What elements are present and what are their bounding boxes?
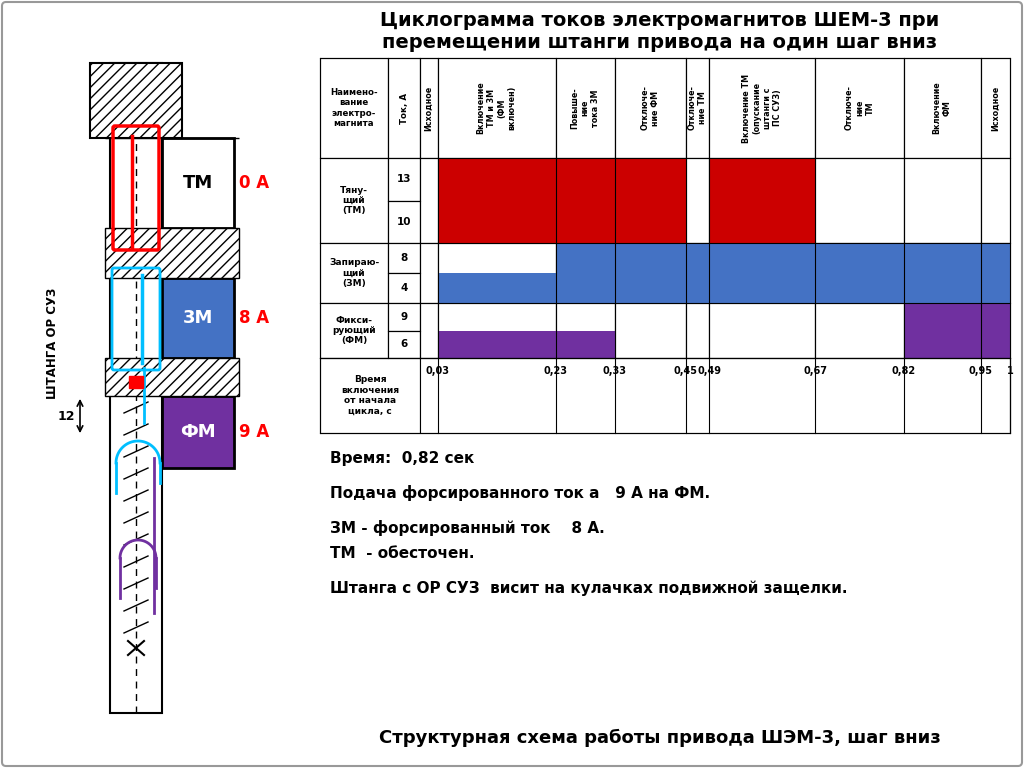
Bar [904, 243, 981, 303]
Text: 9: 9 [400, 312, 408, 322]
Text: 0,23: 0,23 [544, 366, 567, 376]
Bar [614, 158, 685, 243]
Text: 8: 8 [400, 253, 408, 263]
Bar [437, 58, 556, 158]
Text: 13: 13 [396, 174, 412, 184]
Bar [685, 303, 709, 358]
Text: Повыше-
ние
тока 3М: Повыше- ние тока 3М [570, 88, 600, 129]
Bar [904, 158, 981, 243]
Text: Исходное: Исходное [424, 85, 433, 131]
Text: Отключе-
ние ТМ: Отключе- ние ТМ [687, 85, 707, 131]
Bar [614, 243, 685, 303]
Text: 0,95: 0,95 [969, 366, 992, 376]
Text: 0,03: 0,03 [426, 366, 450, 376]
Bar [685, 243, 709, 303]
Bar [556, 58, 614, 158]
Bar [420, 303, 437, 358]
Text: 0 А: 0 А [239, 174, 269, 192]
Text: ЗМ - форсированный ток    8 А.: ЗМ - форсированный ток 8 А. [330, 520, 605, 536]
Text: 0,82: 0,82 [892, 366, 915, 376]
Bar [388, 200, 420, 243]
Bar [437, 330, 614, 358]
Text: 8 А: 8 А [239, 309, 269, 327]
Bar [420, 158, 437, 243]
Bar [162, 138, 234, 228]
Bar [388, 243, 420, 273]
Text: 0,45: 0,45 [674, 366, 697, 376]
Bar [709, 58, 815, 158]
Bar [162, 278, 234, 358]
Bar [437, 158, 556, 243]
Text: Фикси-
рующий
(ФМ): Фикси- рующий (ФМ) [332, 316, 376, 346]
Bar [556, 303, 614, 358]
Bar [437, 273, 1010, 303]
Text: 9 А: 9 А [239, 423, 269, 441]
Bar [685, 158, 709, 243]
Text: Тяну-
щий
(ТМ): Тяну- щий (ТМ) [340, 186, 368, 215]
Text: Отключе-
ние ФМ: Отключе- ние ФМ [640, 85, 659, 131]
Bar [815, 303, 904, 358]
Text: Штанга с ОР СУЗ  висит на кулачках подвижной защелки.: Штанга с ОР СУЗ висит на кулачках подвиж… [330, 581, 848, 596]
Bar [685, 58, 709, 158]
Bar [981, 303, 1010, 358]
Bar [388, 330, 420, 358]
Text: 10: 10 [396, 217, 412, 227]
Bar [388, 58, 420, 158]
Bar [388, 158, 420, 200]
Bar [388, 273, 420, 303]
Bar [420, 358, 1010, 433]
Text: Запираю-
щий
(ЗМ): Запираю- щий (ЗМ) [329, 258, 379, 288]
Text: 0,67: 0,67 [803, 366, 827, 376]
Text: Ток, А: Ток, А [399, 92, 409, 124]
Bar [105, 228, 239, 278]
Text: Исходное: Исходное [991, 85, 999, 131]
Bar [556, 243, 614, 303]
Bar [904, 330, 1010, 358]
Text: перемещении штанги привода на один шаг вниз: перемещении штанги привода на один шаг в… [382, 32, 938, 51]
Bar [129, 376, 143, 388]
Bar [709, 158, 815, 243]
Bar [904, 303, 1010, 330]
Bar [981, 158, 1010, 243]
Bar [319, 158, 388, 243]
Text: ШТАНГА ОР СУЗ: ШТАНГА ОР СУЗ [45, 287, 58, 399]
Text: 4: 4 [400, 283, 408, 293]
Text: Время
включения
от начала
цикла, с: Время включения от начала цикла, с [341, 376, 399, 415]
Bar [556, 243, 1010, 273]
Text: Включение
ФМ: Включение ФМ [933, 81, 952, 134]
Text: Структурная схема работы привода ШЭМ-3, шаг вниз: Структурная схема работы привода ШЭМ-3, … [379, 729, 941, 747]
Text: ФМ: ФМ [180, 423, 216, 441]
Bar [709, 158, 815, 243]
Text: 6: 6 [400, 339, 408, 349]
Bar [614, 303, 685, 358]
Text: Время:  0,82 сек: Время: 0,82 сек [330, 451, 474, 465]
Bar [614, 58, 685, 158]
Bar [815, 58, 904, 158]
Text: Отключе-
ние
ТМ: Отключе- ние ТМ [845, 85, 874, 131]
Bar [981, 58, 1010, 158]
Bar [709, 243, 815, 303]
Bar [815, 158, 904, 243]
Bar [420, 243, 437, 303]
Text: Включение
ТМ и 3М
(ФМ
включен): Включение ТМ и 3М (ФМ включен) [476, 81, 517, 134]
Bar [709, 303, 815, 358]
Bar [319, 243, 388, 303]
Bar [437, 243, 556, 303]
Text: Наимено-
вание
электро-
магнита: Наимено- вание электро- магнита [330, 88, 378, 128]
Bar [90, 63, 182, 138]
Text: 0,49: 0,49 [697, 366, 721, 376]
Text: 3М: 3М [183, 309, 213, 327]
Bar [437, 158, 685, 243]
Bar [388, 303, 420, 330]
Text: ТМ  - обесточен.: ТМ - обесточен. [330, 545, 474, 561]
Bar [556, 158, 614, 243]
Bar [815, 243, 904, 303]
Text: 0,33: 0,33 [603, 366, 627, 376]
Bar [981, 243, 1010, 303]
Text: Включение ТМ
(опускание
штанги с
ПС СУЗ): Включение ТМ (опускание штанги с ПС СУЗ) [742, 74, 782, 143]
Bar [904, 58, 981, 158]
Text: Подача форсированного ток а   9 А на ФМ.: Подача форсированного ток а 9 А на ФМ. [330, 485, 710, 501]
Text: 1: 1 [1007, 366, 1014, 376]
Bar [437, 303, 556, 358]
